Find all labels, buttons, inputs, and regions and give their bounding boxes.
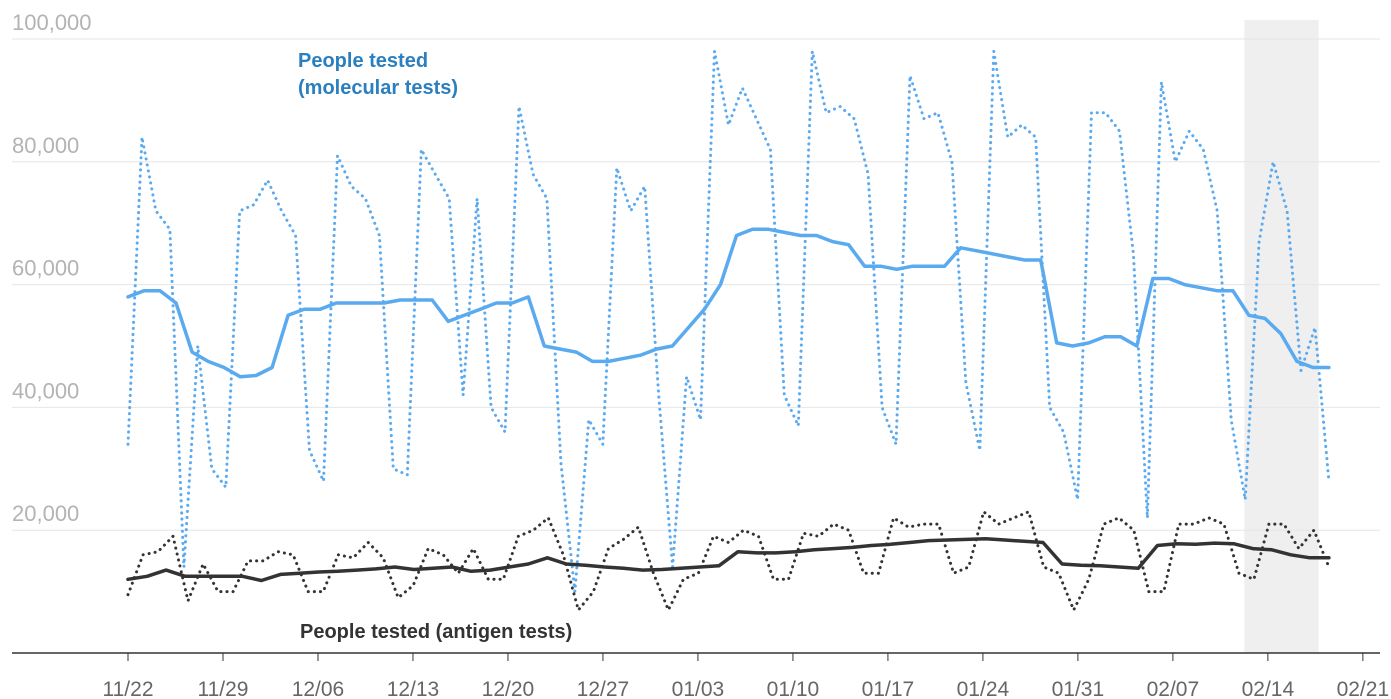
- y-tick-label: 80,000: [12, 133, 79, 158]
- x-tick-label: 01/31: [1052, 678, 1105, 699]
- series-antigen_avg: [126, 537, 1331, 583]
- x-tick-label: 02/21: [1337, 678, 1390, 699]
- x-tick-label: 01/17: [862, 678, 915, 699]
- annotation-antigen: People tested (antigen tests): [300, 621, 572, 643]
- x-tick-label: 12/13: [387, 678, 440, 699]
- x-tick-label: 01/03: [672, 678, 725, 699]
- x-tick-label: 11/22: [103, 678, 154, 699]
- y-tick-label: 60,000: [12, 256, 79, 281]
- annotation-molecular-line1: People tested: [298, 50, 428, 72]
- series-antigen_daily: [126, 510, 1331, 612]
- gridlines: [12, 38, 1380, 531]
- x-tick-label: 01/24: [957, 678, 1010, 699]
- series-molecular_avg: [126, 227, 1331, 379]
- y-tick-label: 20,000: [12, 501, 79, 526]
- annotation-molecular-line2: (molecular tests): [298, 77, 458, 99]
- y-tick-label: 40,000: [12, 378, 79, 403]
- x-tick-label: 12/06: [292, 678, 345, 699]
- x-tick-label: 12/27: [577, 678, 630, 699]
- y-axis-ticks: 100,000 80,000 60,000 40,000 20,000: [12, 10, 92, 526]
- series-lines: [126, 49, 1331, 612]
- x-tick-label: 02/14: [1242, 678, 1295, 699]
- x-tick-label: 11/29: [197, 678, 248, 699]
- x-axis-ticks: 11/22 11/29 12/06 12/13 12/20 12/27 01/03 01/10…: [103, 653, 1390, 699]
- x-tick-label: 02/07: [1147, 678, 1200, 699]
- series-molecular_daily: [126, 49, 1331, 594]
- y-tick-label: 100,000: [12, 10, 92, 35]
- x-tick-label: 01/10: [767, 678, 820, 699]
- x-tick-label: 12/20: [482, 678, 535, 699]
